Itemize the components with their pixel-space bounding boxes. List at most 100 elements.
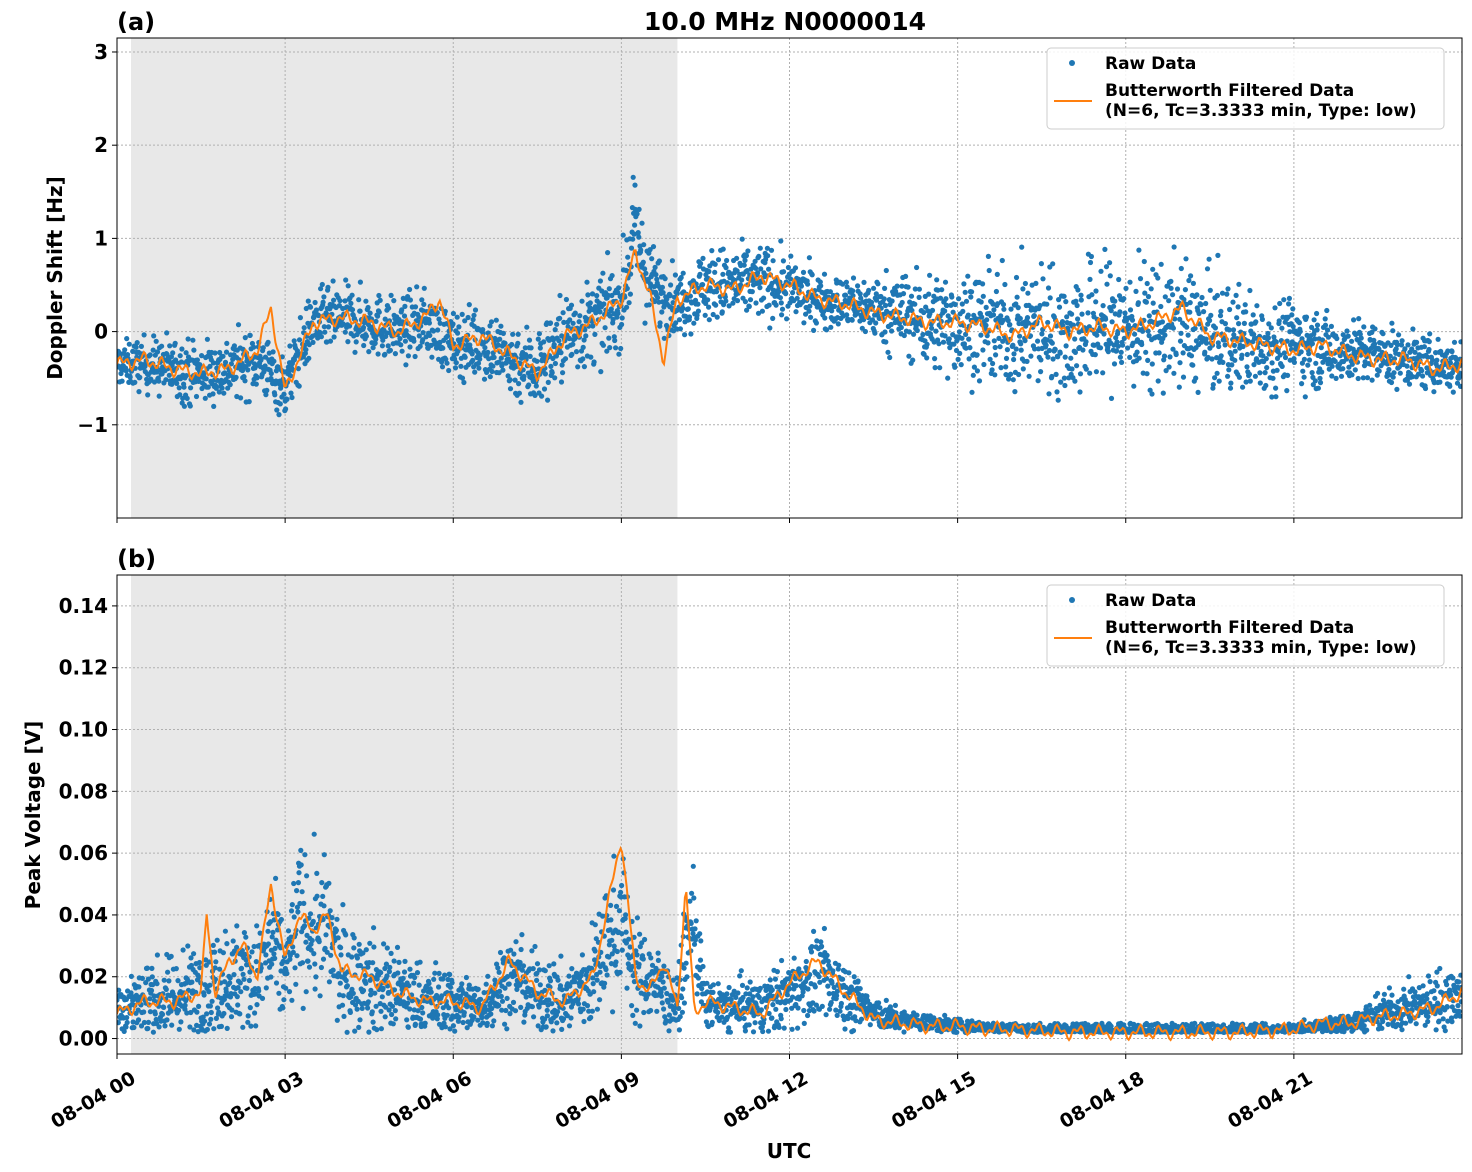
raw-point [869,317,876,323]
raw-point [327,908,333,914]
raw-point [805,986,811,992]
raw-point [251,344,257,350]
raw-point [1159,319,1165,325]
raw-point [286,989,293,995]
raw-point [983,322,989,328]
raw-point [526,337,533,343]
raw-point [173,966,179,972]
raw-point [365,1005,371,1011]
raw-point [632,222,638,228]
raw-point [1216,378,1222,384]
raw-point [545,379,551,385]
raw-point [499,1007,505,1013]
raw-point [1337,353,1343,359]
raw-point [507,1011,513,1017]
raw-point [379,994,385,1000]
raw-point [412,974,418,981]
raw-point [626,936,632,942]
raw-point [812,984,818,990]
raw-point [537,982,543,988]
raw-point [631,231,637,237]
raw-point [378,1026,384,1032]
raw-point [1174,286,1181,292]
raw-point [1425,354,1431,360]
raw-point [156,378,162,384]
raw-point [208,1016,214,1022]
raw-point [1244,364,1250,370]
raw-point [757,985,763,991]
raw-point [1121,335,1127,341]
raw-point [882,302,889,309]
raw-point [586,1008,592,1014]
raw-point [1166,364,1172,370]
raw-point [937,295,944,301]
raw-point [435,1012,441,1018]
raw-point [400,975,406,982]
raw-point [459,981,465,987]
raw-point [481,990,487,996]
raw-point [365,322,372,328]
raw-point [488,319,495,325]
raw-point [281,997,287,1003]
raw-point [1003,355,1010,361]
raw-point [375,351,381,357]
raw-point [484,1020,490,1026]
raw-point [1361,363,1368,369]
raw-point [289,902,295,908]
raw-point [481,376,488,382]
raw-point [1228,352,1234,358]
raw-point [322,329,328,335]
raw-point [365,999,371,1005]
raw-point [773,302,779,308]
raw-point [650,244,657,250]
raw-point [606,942,613,948]
raw-point [234,994,240,1000]
raw-point [665,999,671,1005]
raw-point [295,366,301,372]
raw-point [592,331,598,337]
raw-point [712,269,718,275]
raw-point [1242,302,1248,308]
raw-point [664,296,670,302]
raw-point [837,1008,843,1014]
raw-point [1290,323,1296,330]
raw-point [543,1024,549,1030]
raw-point [1079,311,1085,317]
raw-point [1148,286,1154,292]
raw-point [828,324,834,330]
raw-point [615,290,621,296]
raw-point [455,1018,461,1024]
raw-point [491,354,497,360]
raw-point [1259,316,1265,322]
raw-point [503,1007,509,1014]
raw-point [956,296,962,302]
raw-point [280,1005,286,1011]
raw-point [1103,264,1110,270]
raw-point [487,323,493,329]
raw-point [272,392,278,398]
raw-point [338,945,344,951]
raw-point [709,1019,715,1025]
raw-point [971,364,978,370]
raw-point [185,336,191,342]
raw-point [662,276,668,282]
raw-point [564,1013,570,1019]
raw-point [659,284,666,290]
raw-point [1064,314,1070,320]
raw-point [392,351,398,357]
raw-point [781,1025,787,1031]
raw-point [188,1009,194,1016]
raw-point [549,1001,555,1007]
raw-point [211,1026,217,1032]
raw-point [1353,331,1359,338]
raw-point [1240,384,1246,390]
raw-point [436,984,442,990]
raw-point [194,1009,200,1015]
raw-point [640,259,646,265]
raw-point [572,979,578,985]
raw-point [118,370,124,377]
raw-point [1344,328,1350,334]
raw-point [1414,339,1420,345]
raw-point [1176,384,1182,390]
